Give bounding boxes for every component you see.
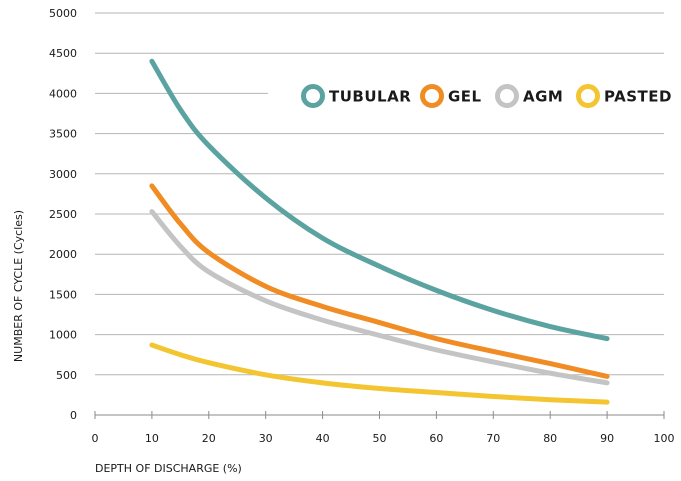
series-line-tubular (149, 58, 610, 342)
x-tick-label: 100 (654, 432, 675, 445)
legend-label-agm: AGM (523, 88, 563, 106)
series-line-agm (149, 209, 610, 386)
x-tick-label: 20 (202, 432, 216, 445)
x-tick-label: 0 (92, 432, 99, 445)
y-axis-label: NUMBER OF CYCLE (Cycles) (12, 210, 25, 362)
y-tick-label: 0 (70, 409, 77, 422)
x-tick-label: 50 (373, 432, 387, 445)
legend-label-tubular: TUBULAR (329, 88, 411, 106)
legend: TUBULAR GEL AGM PASTED (301, 84, 672, 108)
y-tick-label: 500 (56, 369, 77, 382)
legend-label-gel: GEL (448, 88, 482, 106)
series-lines (149, 58, 610, 405)
y-tick-label: 4500 (49, 47, 77, 60)
x-tick-label: 70 (486, 432, 500, 445)
x-tick-label: 40 (316, 432, 330, 445)
x-axis: 0 10 20 30 40 50 60 70 80 90 100 (92, 411, 675, 445)
y-axis-ticks: 0 500 1000 1500 2000 2500 3000 3500 4000 4500 5000 (49, 7, 77, 422)
legend-marker-agm (495, 84, 519, 108)
y-tick-label: 1000 (49, 329, 77, 342)
y-tick-label: 3000 (49, 168, 77, 181)
x-tick-label: 80 (543, 432, 557, 445)
series-line-pasted (149, 342, 610, 405)
legend-marker-pasted (576, 84, 600, 108)
y-tick-label: 5000 (49, 7, 77, 20)
y-tick-label: 3500 (49, 128, 77, 141)
legend-label-pasted: PASTED (604, 88, 672, 106)
y-tick-label: 1500 (49, 288, 77, 301)
x-tick-label: 30 (259, 432, 273, 445)
y-tick-label: 4000 (49, 87, 77, 100)
x-tick-label: 90 (600, 432, 614, 445)
x-tick-label: 60 (429, 432, 443, 445)
legend-marker-tubular (301, 84, 325, 108)
y-tick-label: 2500 (49, 208, 77, 221)
series-line-gel (149, 183, 610, 379)
y-tick-label: 2000 (49, 248, 77, 261)
legend-marker-gel (420, 84, 444, 108)
x-tick-label: 10 (145, 432, 159, 445)
x-axis-label: DEPTH OF DISCHARGE (%) (95, 462, 242, 475)
